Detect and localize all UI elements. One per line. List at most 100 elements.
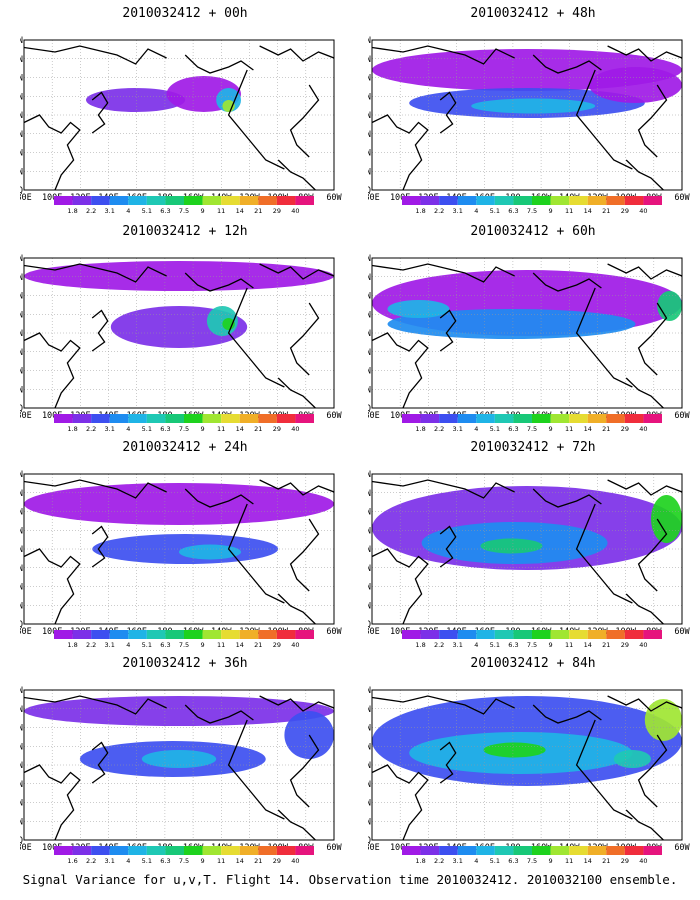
variance-region: [141, 750, 217, 768]
colorbar-swatch: [532, 630, 551, 639]
colorbar-swatch: [439, 196, 458, 205]
colorbar-label: 6.3: [160, 207, 170, 215]
lat-tick-label: 50N: [20, 310, 23, 320]
variance-region: [24, 483, 334, 525]
lat-tick-label: 50N: [368, 92, 371, 102]
lon-tick-label: 80E: [20, 843, 32, 853]
colorbar-label: 6.3: [160, 425, 170, 433]
colorbar-label: 11: [565, 641, 573, 649]
colorbar-label: 14: [236, 641, 244, 649]
colorbar-label: 40: [639, 425, 647, 433]
colorbar-label: 6.3: [508, 641, 518, 649]
colorbar-label: 7.5: [527, 425, 537, 433]
lon-tick-label: 100E: [390, 193, 410, 203]
colorbar-label: 40: [291, 857, 299, 865]
coastline: [575, 287, 633, 388]
colorbar-label: 5.1: [490, 857, 500, 865]
colorbar-label: 5.1: [490, 425, 500, 433]
colorbar-swatch: [54, 414, 73, 423]
lat-tick-label: EQ: [368, 836, 371, 846]
colorbar-label: 5.1: [142, 641, 152, 649]
colorbar-swatch: [128, 846, 147, 855]
colorbar-label: 5.1: [490, 207, 500, 215]
lon-tick-label: 80E: [368, 843, 380, 853]
colorbar-swatch: [643, 846, 662, 855]
panel-title: 2010032412 + 48h: [470, 6, 596, 21]
colorbar-swatch: [239, 414, 259, 423]
lat-tick-label: 40N: [368, 761, 371, 771]
colorbar-swatch: [109, 196, 129, 205]
colorbar-swatch: [532, 846, 551, 855]
colorbar-label: 2.2: [86, 207, 96, 215]
colorbar-swatch: [420, 196, 440, 205]
colorbar-swatch: [72, 414, 92, 423]
colorbar-swatch: [146, 846, 166, 855]
variance-region: [613, 750, 651, 768]
colorbar-swatch: [624, 630, 644, 639]
coastline: [227, 503, 285, 604]
map-svg: 80N70N60N50N40N30N20N10NEQ80E100E120E140…: [368, 686, 691, 865]
colorbar-label: 14: [584, 641, 592, 649]
colorbar-swatch: [606, 630, 625, 639]
colorbar-swatch: [258, 414, 277, 423]
colorbar-label: 9: [549, 641, 553, 649]
colorbar-swatch: [72, 846, 92, 855]
coastline: [184, 488, 254, 508]
variance-region: [651, 495, 682, 543]
coastline: [439, 525, 457, 568]
map-frame: [23, 39, 335, 191]
colorbar-swatch: [624, 414, 644, 423]
lat-tick-label: 70N: [368, 489, 371, 499]
variance-region: [387, 300, 450, 318]
coastline: [575, 719, 633, 820]
coastline: [607, 45, 682, 62]
lon-tick-label: 80E: [368, 193, 380, 203]
coastline: [637, 518, 668, 592]
colorbar-swatch: [165, 846, 184, 855]
colorbar-label: 1.8: [415, 641, 425, 649]
lat-tick-label: 40N: [20, 761, 23, 771]
coastline: [24, 263, 167, 283]
coastline: [91, 741, 109, 784]
colorbar-swatch: [184, 414, 203, 423]
lat-tick-label: 80N: [368, 686, 371, 696]
colorbar-label: 7.5: [527, 857, 537, 865]
colorbar-label: 3.1: [105, 857, 115, 865]
lat-tick-label: 20N: [368, 583, 371, 593]
coastline: [277, 159, 316, 190]
colorbar-swatch: [91, 630, 110, 639]
colorbar-swatch: [476, 414, 495, 423]
colorbar-label: 2.2: [86, 425, 96, 433]
lat-tick-label: EQ: [20, 404, 23, 414]
lon-tick-label: 80E: [368, 411, 380, 421]
colorbar-label: 29: [621, 641, 629, 649]
colorbar-label: 1.8: [67, 207, 77, 215]
colorbar-label: 14: [236, 207, 244, 215]
colorbar-label: 2.2: [434, 857, 444, 865]
colorbar-swatch: [221, 630, 240, 639]
coastline: [91, 309, 109, 352]
colorbar-swatch: [420, 414, 440, 423]
colorbar-swatch: [494, 846, 514, 855]
lat-tick-label: 30N: [20, 780, 23, 790]
colorbar-swatch: [402, 196, 421, 205]
map-frame: [371, 473, 683, 625]
colorbar-label: 4: [474, 857, 478, 865]
colorbar-label: 11: [217, 207, 225, 215]
colorbar-label: 4: [126, 207, 130, 215]
coastline: [184, 704, 254, 724]
colorbar-label: 1.8: [67, 641, 77, 649]
colorbar-swatch: [184, 846, 203, 855]
colorbar-swatch: [587, 630, 607, 639]
lat-tick-label: 60N: [20, 508, 23, 518]
lon-tick-label: 100E: [42, 193, 62, 203]
colorbar-swatch: [606, 846, 625, 855]
coastline: [227, 69, 285, 170]
colorbar-swatch: [91, 846, 110, 855]
lon-tick-label: 80E: [368, 627, 380, 637]
colorbar-swatch: [109, 414, 129, 423]
colorbar-label: 7.5: [527, 641, 537, 649]
coastline: [184, 272, 254, 292]
coastline: [24, 114, 81, 190]
coastline: [259, 263, 334, 280]
